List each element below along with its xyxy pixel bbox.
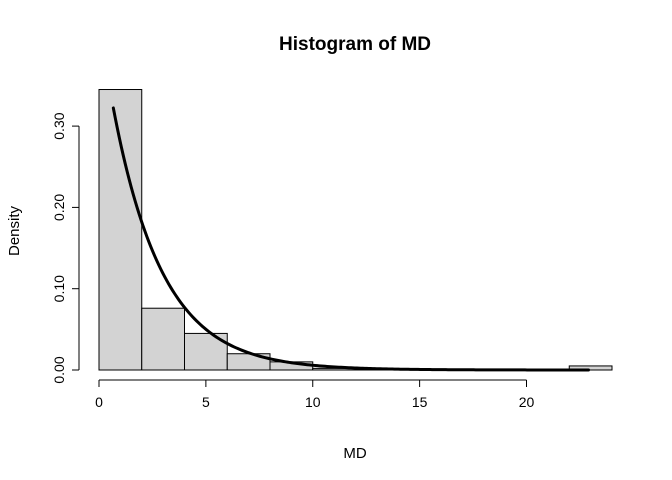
y-tick-label: 0.00 <box>51 356 67 383</box>
y-tick-label: 0.10 <box>51 275 67 302</box>
x-tick-label: 15 <box>412 394 428 410</box>
density-curve <box>111 106 590 372</box>
y-tick-label: 0.20 <box>51 194 67 221</box>
x-tick-label: 0 <box>95 394 103 410</box>
histogram-bar <box>98 89 143 371</box>
histogram-bar <box>141 307 185 371</box>
x-axis-label: MD <box>343 445 366 462</box>
y-axis-label: Density <box>6 205 23 256</box>
x-tick-label: 20 <box>519 394 535 410</box>
y-axis: 0.00 0.10 0.20 0.30 <box>51 112 80 384</box>
x-tick-label: 5 <box>202 394 210 410</box>
histogram-bars <box>98 89 613 371</box>
density-curve-group <box>111 106 590 372</box>
x-axis: 0 5 10 15 20 <box>95 379 535 410</box>
x-tick-label: 10 <box>305 394 321 410</box>
histogram-bar <box>568 365 613 371</box>
chart-title: Histogram of MD <box>279 34 431 55</box>
y-tick-label: 0.30 <box>51 112 67 139</box>
